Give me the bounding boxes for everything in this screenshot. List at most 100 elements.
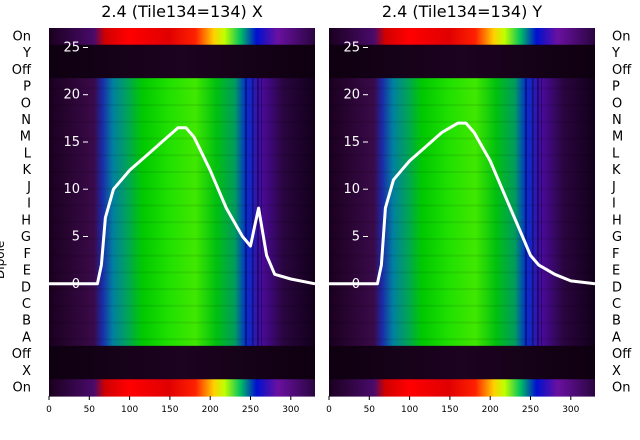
heatmap-streak (329, 154, 595, 157)
row-label: C (612, 297, 621, 312)
heatmap-row (329, 28, 595, 46)
row-label: H (612, 213, 622, 228)
heatmap-streak (49, 304, 315, 307)
heatmap-row (49, 178, 315, 196)
row-label: O (612, 96, 622, 111)
heatmap-streak (329, 221, 595, 224)
row-label: Y (611, 46, 620, 61)
heatmap-streak (49, 237, 315, 240)
x-tick-label: 100 (401, 405, 418, 415)
overlay-tick-label: 15 (343, 135, 360, 150)
row-label: Y (22, 46, 31, 61)
heatmap-streak (49, 254, 315, 257)
heatmap-row (49, 44, 315, 63)
heatmap-row (49, 329, 315, 347)
heatmap-artifact (252, 78, 254, 346)
row-label: D (21, 280, 31, 295)
overlay-tick-label: 25 (343, 41, 360, 56)
row-label: M (612, 130, 623, 145)
heatmap-row (49, 145, 315, 163)
overlay-tick-label: 10 (343, 182, 360, 197)
heatmap-row (49, 379, 315, 397)
heatmap-streak (329, 321, 595, 324)
row-label: L (24, 147, 32, 162)
heatmap-streak (49, 288, 315, 291)
row-label: G (21, 230, 31, 245)
heatmap-streak (329, 187, 595, 190)
row-label: F (612, 247, 619, 262)
x-tick-label: 0 (326, 405, 332, 415)
heatmap-artifact (540, 78, 542, 346)
overlay-tick-label: 10 (63, 182, 80, 197)
heatmap-streak (329, 87, 595, 90)
heatmap-artifact (536, 78, 539, 346)
heatmap-row (329, 312, 595, 330)
heatmap-artifact (532, 78, 534, 346)
heatmap-row (49, 78, 315, 96)
heatmap-row (329, 295, 595, 313)
row-label: On (13, 29, 31, 44)
row-label: On (13, 381, 31, 396)
heatmap-row (49, 28, 315, 46)
heatmap-streak (49, 137, 315, 140)
heatmap-row (329, 44, 595, 63)
heatmap-row (329, 78, 595, 96)
overlay-tick-label: 0 (352, 277, 360, 292)
heatmap-row (329, 111, 595, 129)
overlay-tick-label: 25 (63, 41, 80, 56)
heatmap-row (329, 362, 595, 380)
heatmap-row (329, 345, 595, 364)
row-label: X (612, 364, 621, 379)
row-label: A (22, 331, 31, 346)
heatmap-streak (49, 221, 315, 224)
overlay-tick-label: 20 (343, 88, 360, 103)
row-label: Off (612, 63, 632, 78)
chart-title: 2.4 (Tile134=134) Y (382, 2, 543, 21)
heatmap-row (49, 262, 315, 280)
heatmap-row (49, 195, 315, 213)
row-label: On (612, 381, 630, 396)
x-tick-label: 250 (522, 405, 539, 415)
heatmap-streak (329, 204, 595, 207)
x-tick-label: 150 (161, 405, 178, 415)
heatmap-row (49, 128, 315, 146)
heatmap-row (329, 379, 595, 397)
heatmap-row (49, 212, 315, 230)
heatmap-row (329, 212, 595, 230)
heatmap-streak (329, 271, 595, 274)
row-label: P (23, 80, 31, 95)
heatmap-row (49, 295, 315, 313)
x-tick-label: 200 (202, 405, 219, 415)
heatmap-row (49, 94, 315, 113)
row-label: Off (12, 347, 32, 362)
heatmap-streak (329, 304, 595, 307)
heatmap-streak (49, 187, 315, 190)
heatmap-artifact (260, 78, 262, 346)
overlay-line (49, 126, 316, 286)
heatmap-row (329, 195, 595, 213)
row-label: Off (12, 63, 32, 78)
heatmap-streak (49, 87, 315, 90)
heatmap-row (329, 178, 595, 196)
heatmap-streak (329, 254, 595, 257)
heatmap-row (329, 145, 595, 163)
heatmap-streak (49, 321, 315, 324)
heatmap-row (329, 329, 595, 347)
row-label: X (22, 364, 31, 379)
row-label: I (27, 197, 31, 212)
heatmap-streak (49, 120, 315, 123)
x-tick-label: 200 (482, 405, 499, 415)
y-axis-label: Dipole (0, 241, 7, 279)
row-label: K (612, 163, 621, 178)
heatmap-row (329, 161, 595, 180)
heatmap-row (49, 111, 315, 129)
heatmap-row (329, 245, 595, 263)
heatmap-row (49, 362, 315, 380)
row-label: D (612, 280, 622, 295)
overlay-tick-label: 15 (63, 135, 80, 150)
heatmap-artifact (244, 78, 247, 346)
row-label: C (22, 297, 31, 312)
heatmap-streak (329, 288, 595, 291)
row-label: H (21, 213, 31, 228)
